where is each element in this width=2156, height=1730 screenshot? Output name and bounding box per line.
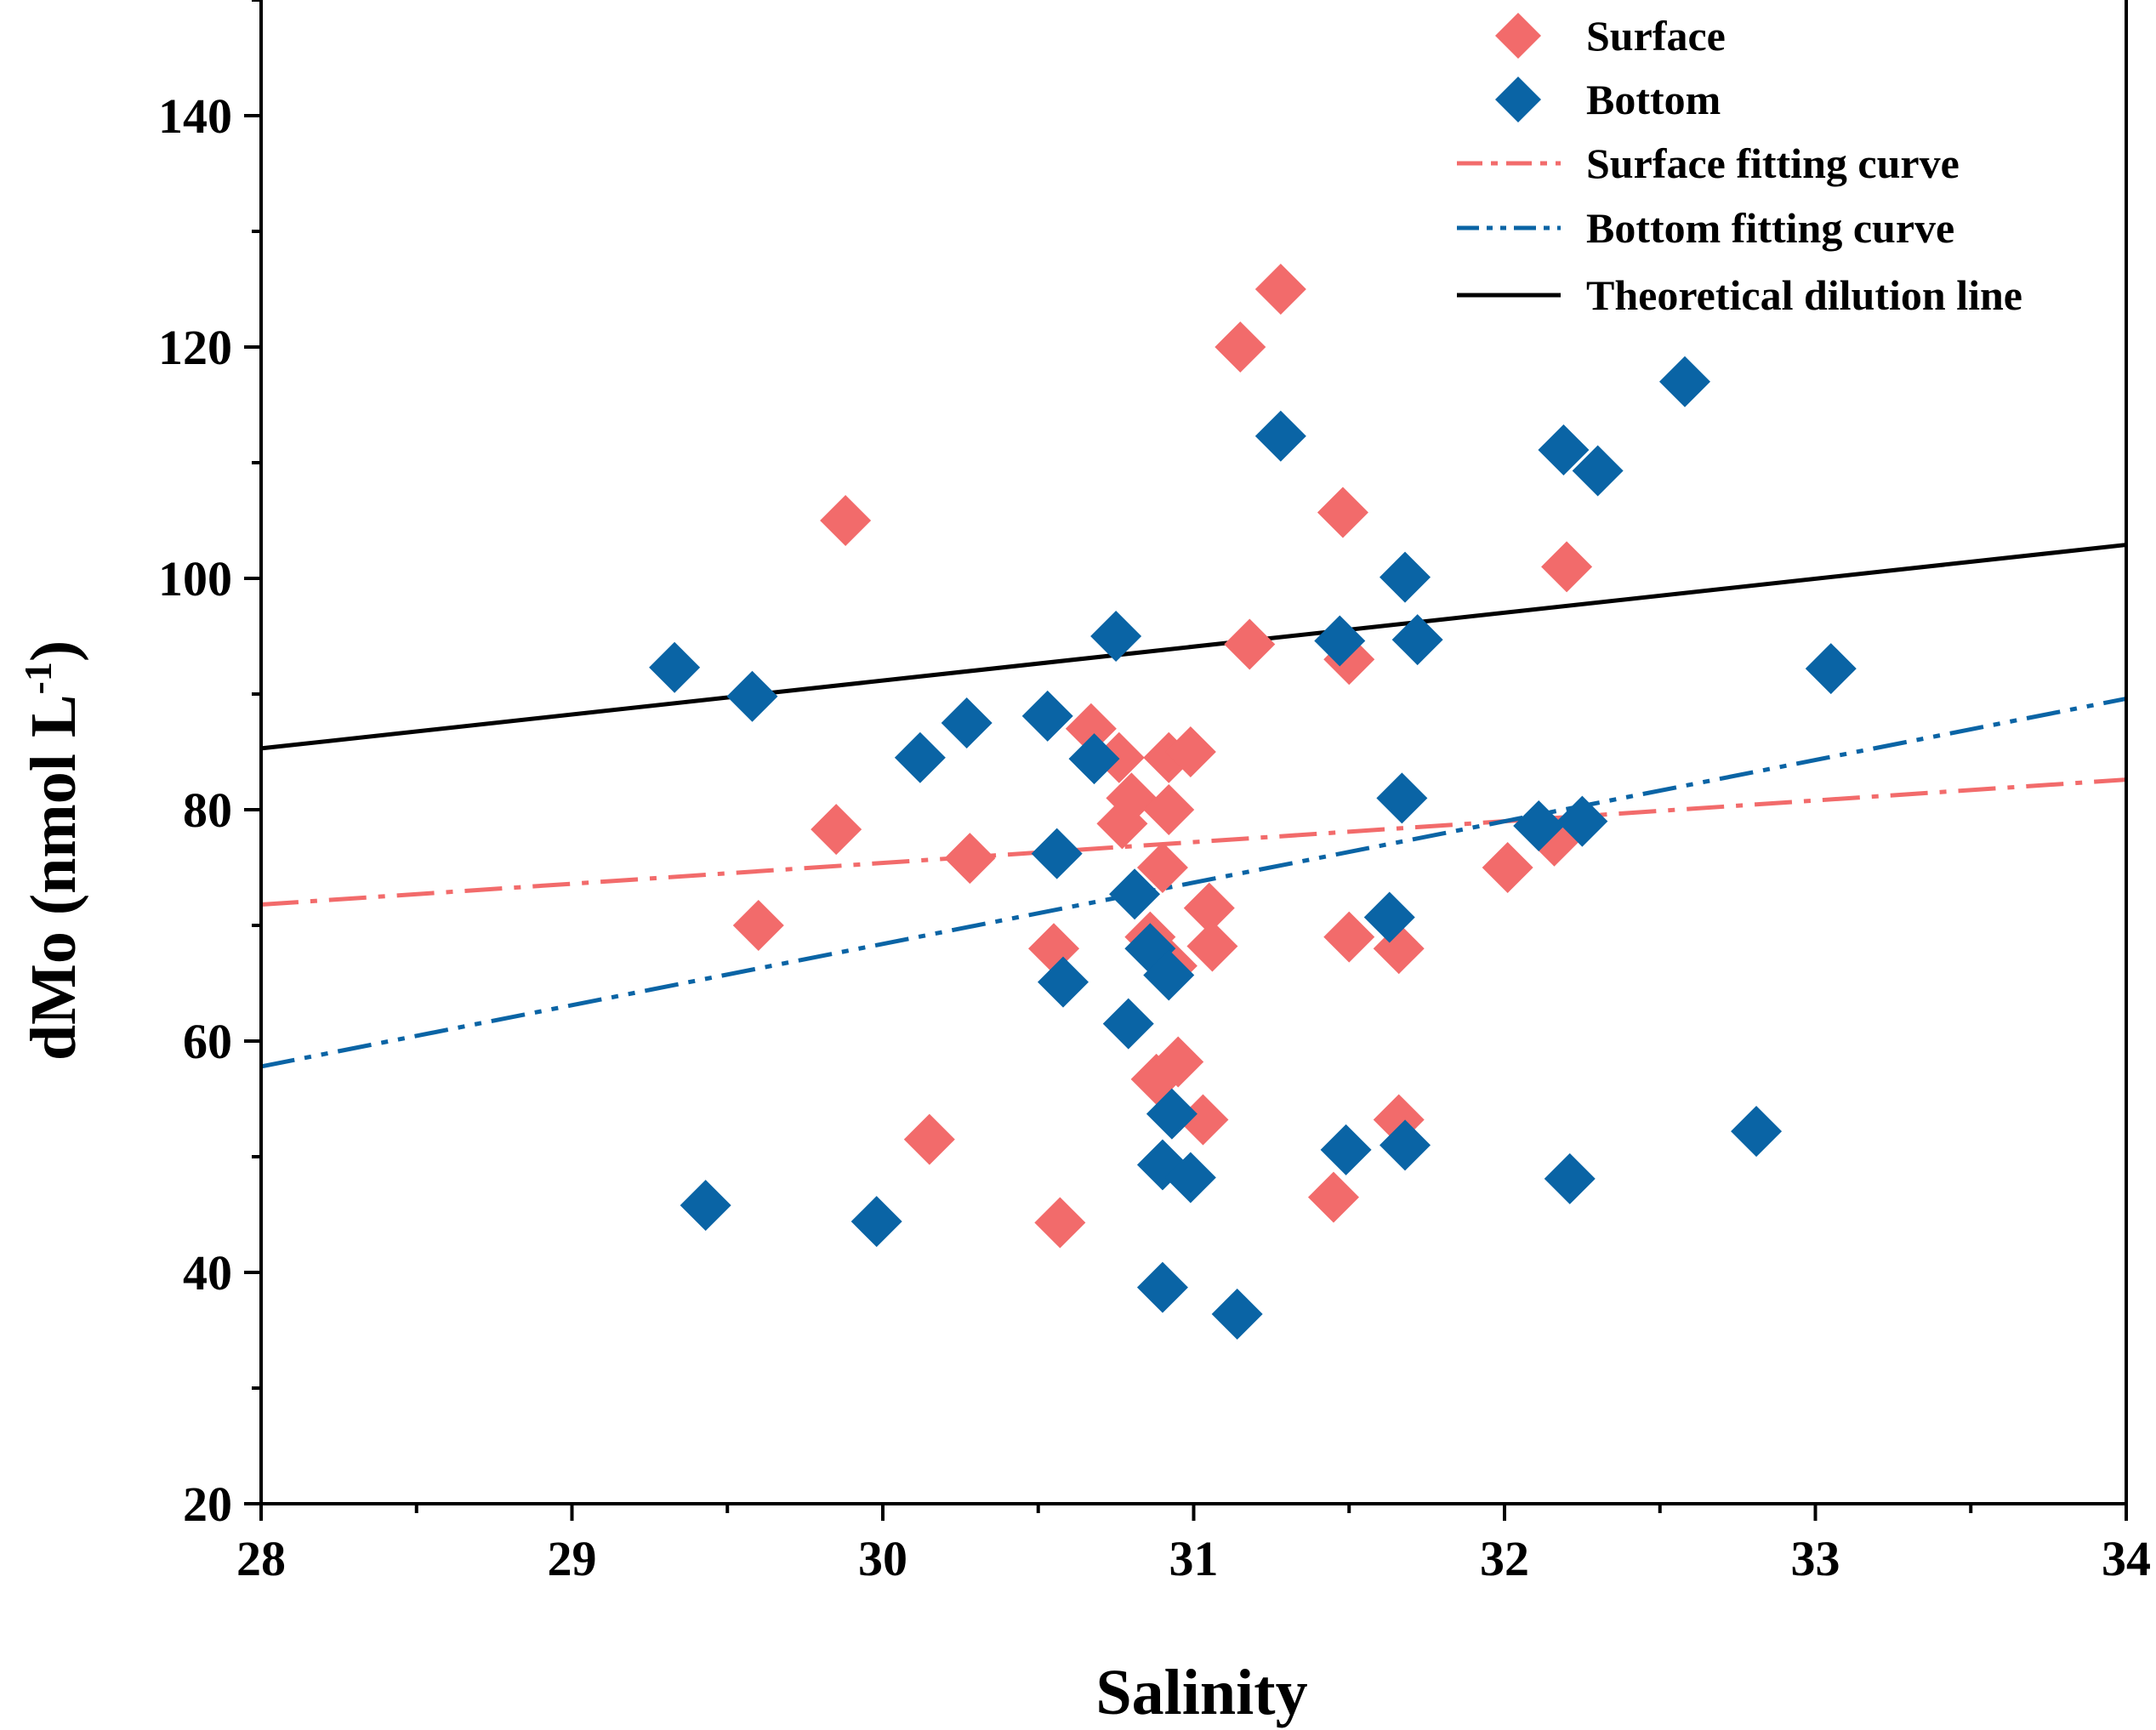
surface-point-28 [1323,911,1375,963]
legend-surface-label: Surface [1586,12,1726,60]
bottom-point-14 [1136,1261,1188,1313]
bottom-point-9 [1068,733,1120,785]
bottom-point-24 [1376,772,1428,824]
surface-point-31 [1482,842,1533,893]
bottom-point-10 [1090,611,1142,662]
x-tick-label-32: 32 [1480,1531,1529,1586]
surface-point-21 [1186,920,1238,972]
fit-lines-layer [260,543,2127,1069]
bottom-point-11 [1102,998,1154,1050]
surface-point-13 [1136,842,1188,893]
surface-point-1 [811,804,862,856]
legend: Surface Bottom Surface fitting curve Bottom… [1457,12,2022,319]
x-axis-title: Salinity [1095,1657,1307,1728]
legend-theoretical-dilution-line-label: Theoretical dilution line [1586,271,2022,319]
line-theoretical-dilution-line [260,543,2127,751]
bottom-point-1 [680,1180,731,1232]
bottom-point-16 [1143,949,1195,1001]
y-tick-label-80: 80 [183,782,232,838]
bottom-point-35 [1805,643,1857,695]
surface-point-23 [1224,618,1276,670]
bottom-point-6 [1021,690,1073,742]
bottom-point-0 [649,641,701,693]
bottom-point-20 [1254,410,1306,462]
y-tick-label-100: 100 [158,551,232,606]
bottom-point-34 [1731,1106,1783,1158]
bottom-point-23 [1363,891,1415,943]
surface-point-17 [1152,1036,1204,1088]
legend-bottom-fitting-curve-label: Bottom fitting curve [1586,204,1954,252]
y-tick-label-120: 120 [158,320,232,375]
bottom-point-28 [1513,800,1565,852]
legend-bottom-swatch [1495,77,1541,122]
line-surface-fitting-curve [260,777,2127,908]
bottom-point-29 [1538,424,1590,476]
surface-point-18 [1164,726,1216,777]
x-tick-label-33: 33 [1791,1531,1840,1586]
bottom-point-3 [850,1196,902,1248]
bottom-point-26 [1379,551,1431,603]
surface-point-3 [903,1113,955,1165]
x-tick-label-30: 30 [858,1531,907,1586]
bottom-point-5 [941,697,993,748]
legend-surface-swatch [1495,13,1541,59]
surface-point-10 [1106,772,1158,824]
x-tick-label-28: 28 [236,1531,286,1586]
legend-surface-fitting-curve-label: Surface fitting curve [1586,139,1960,187]
surface-point-24 [1254,264,1306,315]
tick-labels: 28 29 30 31 32 33 34 20 40 60 80 100 120 140 [158,88,2151,1586]
surface-point-4 [944,833,996,885]
surface-point-6 [1034,1197,1086,1249]
bottom-point-2 [726,670,778,722]
bottom-point-8 [1037,956,1089,1008]
x-tick-label-34: 34 [2102,1531,2151,1586]
bottom-point-4 [894,731,946,783]
surface-point-7 [1065,703,1117,754]
surface-point-33 [1541,541,1593,593]
legend-bottom-label: Bottom [1586,76,1721,123]
y-tick-label-140: 140 [158,88,232,144]
bottom-point-33 [1658,356,1710,407]
ticks [244,0,2128,1521]
y-axis-title-suffix: ) [18,640,89,662]
bottom-point-25 [1379,1119,1431,1171]
y-tick-label-60: 60 [183,1014,232,1069]
bottom-point-22 [1320,1124,1372,1175]
bottom-point-18 [1164,1152,1216,1204]
bottom-point-12 [1109,868,1161,920]
line-bottom-fitting-curve [260,696,2127,1069]
data-points-layer [649,264,1857,1340]
bottom-point-31 [1556,795,1608,847]
x-tick-label-31: 31 [1169,1531,1219,1586]
bottom-point-7 [1031,828,1083,879]
y-axis-title-main: dMo (nmol L [18,694,89,1061]
surface-point-14 [1143,784,1195,835]
bottom-point-27 [1391,614,1443,666]
bottom-point-17 [1146,1088,1197,1140]
x-tick-label-29: 29 [548,1531,597,1586]
surface-point-25 [1307,1171,1359,1223]
bottom-point-21 [1314,615,1366,667]
y-tick-label-40: 40 [183,1245,232,1300]
y-axis-title: dMo (nmol L-1) [16,640,89,1061]
y-tick-label-20: 20 [183,1477,232,1532]
bottom-point-19 [1211,1288,1263,1340]
y-axis-title-sup: -1 [16,662,60,694]
surface-point-26 [1317,487,1368,538]
surface-point-22 [1215,322,1266,373]
surface-point-20 [1183,882,1235,934]
surface-point-2 [820,495,872,546]
bottom-point-30 [1544,1152,1596,1204]
bottom-point-32 [1572,445,1624,497]
surface-point-0 [732,900,784,951]
